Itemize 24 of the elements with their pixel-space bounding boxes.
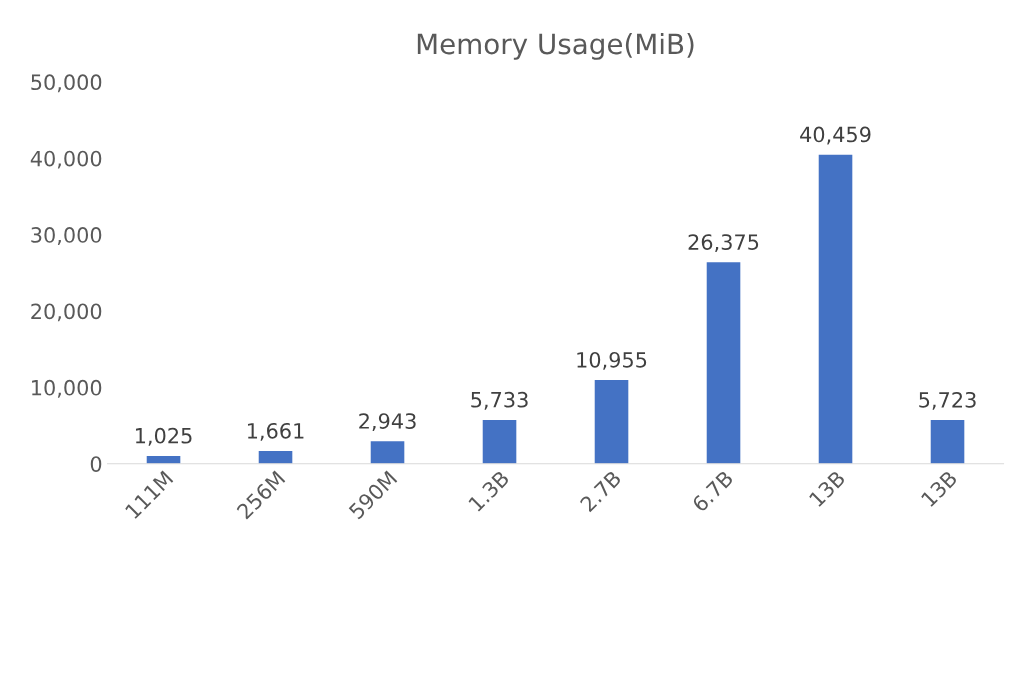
data-label: 1,661 bbox=[247, 422, 304, 441]
data-label: 5,733 bbox=[471, 391, 528, 410]
data-label: 26,375 bbox=[688, 234, 759, 253]
data-label: 40,459 bbox=[800, 126, 871, 145]
chart-title: Memory Usage(MiB) bbox=[417, 32, 694, 60]
data-label: 1,025 bbox=[135, 427, 192, 446]
bar bbox=[930, 420, 965, 464]
y-tick-label: 30,000 bbox=[31, 227, 102, 245]
x-tick-label: 13B bbox=[920, 469, 958, 508]
y-tick-label: 20,000 bbox=[31, 303, 102, 322]
x-tick-label: 13B bbox=[808, 469, 846, 508]
data-label: 5,723 bbox=[919, 391, 976, 410]
bar bbox=[370, 441, 405, 464]
bar bbox=[594, 380, 629, 464]
y-tick-label: 10,000 bbox=[32, 379, 102, 398]
bar bbox=[482, 419, 517, 464]
y-tick-label: 40,000 bbox=[30, 150, 102, 169]
data-label: 10,955 bbox=[577, 351, 647, 370]
bar bbox=[258, 451, 293, 464]
bar bbox=[818, 154, 853, 464]
bar bbox=[706, 262, 741, 464]
y-tick-label: 0 bbox=[90, 456, 102, 472]
y-tick-label: 50,000 bbox=[31, 74, 102, 93]
data-label: 2,943 bbox=[359, 413, 416, 432]
